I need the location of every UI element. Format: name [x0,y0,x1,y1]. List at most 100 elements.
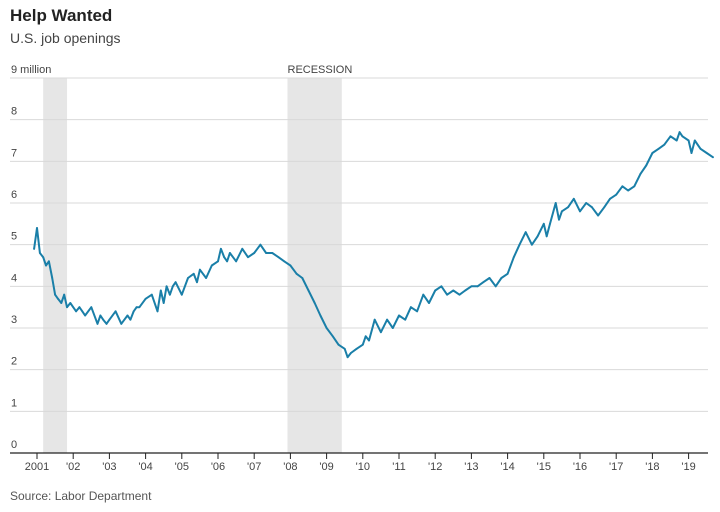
x-tick-label: '05 [175,461,189,473]
data-point [545,235,548,238]
data-point [144,297,147,300]
data-point [434,289,437,292]
y-tick-label: 7 [11,147,17,159]
data-point [681,135,684,138]
y-tick-label: 5 [11,231,17,243]
recession-band-1 [287,78,342,453]
data-point [675,139,678,142]
data-point [705,152,708,154]
data-point [126,314,129,317]
data-point [192,272,195,275]
data-point [319,314,322,317]
data-point [90,306,93,309]
data-point [428,302,430,304]
data-point [114,310,117,313]
x-tick-label: '13 [464,461,478,473]
data-point [561,210,563,213]
data-point [639,172,642,175]
data-point [174,281,177,284]
data-point [331,335,334,338]
y-tick-label: 2 [11,356,17,368]
data-point [295,272,298,275]
data-point [482,281,485,284]
data-point [265,252,268,254]
data-point [36,227,38,229]
data-point [554,202,557,204]
data-point [301,277,304,279]
x-tick-label: '19 [681,461,695,473]
y-tick-label: 8 [11,106,17,118]
data-point [84,314,87,317]
gridlines [10,77,708,412]
data-point [313,302,316,304]
data-point [657,147,660,150]
data-point [105,322,108,325]
annotations: RECESSION [288,64,353,76]
data-point [488,277,491,279]
data-point [440,285,443,288]
data-point [217,260,219,263]
data-point [398,314,400,317]
data-point [253,252,256,254]
data-point [337,343,340,346]
data-point [572,197,575,200]
data-point [223,256,226,259]
data-point [72,306,75,309]
x-tick-label: '16 [573,461,587,473]
chart-title: Help Wanted [10,6,113,25]
recession-label: RECESSION [288,64,353,76]
data-point [289,264,292,267]
data-point [129,318,132,321]
chart-subtitle: U.S. job openings [10,30,121,46]
x-tick-label: '08 [283,461,297,473]
data-point [168,293,171,296]
data-point [247,256,249,259]
data-point [386,318,388,321]
data-point [132,310,135,313]
data-point [678,131,681,134]
data-point [416,310,418,313]
y-tick-label: 3 [11,314,17,326]
data-point [524,231,527,234]
data-point [120,322,123,325]
data-point [391,327,394,329]
data-point [512,256,515,259]
data-point [229,252,231,254]
data-point [135,306,138,309]
data-point [506,272,509,275]
data-point [33,247,36,250]
x-tick-label: 2001 [25,461,49,473]
data-point [579,210,581,213]
data-point [597,214,599,217]
data-point [271,252,274,254]
data-point [380,331,382,334]
x-axis: 2001 '02 '03 '04 '05 '06 '07 '08 '09 '10 '11 '12 '13… [10,452,708,473]
data-point [542,222,545,225]
data-point [156,310,159,313]
x-tick-label: '04 [138,461,152,473]
data-point [530,243,533,246]
data-point [349,352,352,354]
data-point [410,306,412,309]
data-point [325,327,328,329]
data-point [48,260,50,263]
data-point [150,293,153,296]
data-point [66,306,68,309]
data-point [196,281,198,284]
data-point [687,139,690,142]
data-point [452,289,455,292]
data-point [518,243,521,246]
data-point [603,206,606,209]
x-tick-label: '17 [609,461,623,473]
recession-band-0 [43,78,68,453]
data-point [102,318,105,321]
data-point [567,206,569,209]
data-point [404,318,407,321]
data-point [57,297,59,300]
x-tick-label: '10 [356,461,370,473]
x-tick-label: '11 [392,461,406,473]
data-point [45,264,47,267]
y-axis-labels: 0 1 2 3 4 5 6 7 8 9 million [11,64,51,451]
data-point [99,314,102,317]
